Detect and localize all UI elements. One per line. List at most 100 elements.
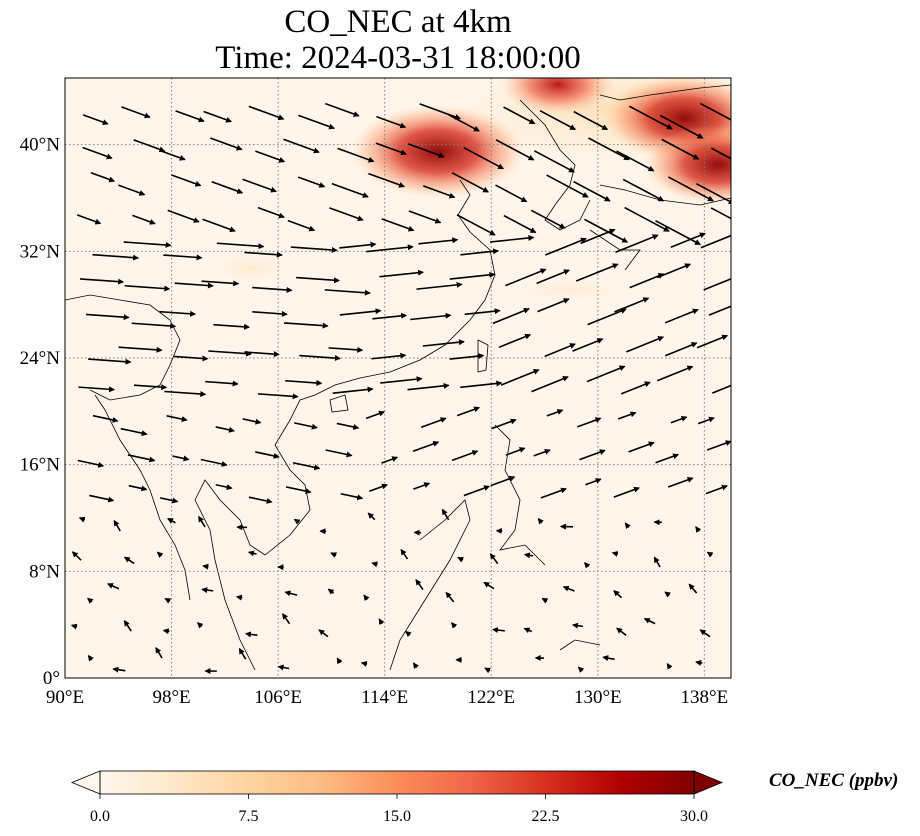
map-subtitle-time: Time: 2024-03-31 18:00:00 (215, 40, 581, 76)
wind-arrow (503, 214, 537, 234)
wind-arrow (121, 106, 151, 119)
wind-arrow (123, 620, 132, 632)
wind-arrow (297, 176, 326, 188)
wind-arrow (285, 486, 312, 495)
wind-arrow (464, 308, 501, 316)
colorbar-gradient (100, 771, 694, 794)
wind-arrow (613, 590, 622, 599)
wind-arrow (706, 440, 731, 451)
wind-arrow (620, 381, 651, 395)
wind-arrow (213, 323, 251, 330)
wind-arrow (670, 415, 688, 424)
wind-arrow (205, 380, 239, 387)
wind-arrow (202, 218, 236, 233)
wind-arrow (460, 248, 499, 256)
wind-arrow (360, 661, 368, 667)
lon-tick-label: 130°E (574, 687, 622, 708)
wind-arrow (282, 613, 291, 625)
wind-arrow (708, 305, 731, 316)
colorbar-tick-label: 22.5 (532, 808, 560, 825)
wind-arrow (159, 310, 197, 317)
wind-arrow (412, 662, 419, 669)
wind-arrow (90, 171, 116, 183)
wind-arrow (586, 365, 626, 383)
wind-arrow (626, 336, 665, 353)
wind-arrow (118, 184, 146, 196)
wind-arrow (106, 583, 120, 590)
wind-arrow (238, 647, 247, 660)
wind-arrow (445, 591, 455, 603)
wind-arrow (368, 172, 406, 188)
wind-arrow (544, 343, 576, 358)
wind-arrow (643, 617, 656, 625)
wind-arrow (463, 485, 491, 497)
wind-arrow (248, 105, 285, 121)
wind-arrow (655, 453, 680, 464)
wind-arrow (533, 448, 551, 457)
wind-arrow (584, 218, 629, 243)
wind-arrow (292, 461, 321, 471)
wind-arrow (587, 308, 627, 326)
wind-arrow (670, 232, 706, 248)
wind-arrow (463, 146, 505, 170)
wind-arrow (92, 414, 119, 423)
wind-arrow (613, 486, 640, 498)
wind-arrow (483, 581, 495, 590)
wind-arrow (339, 308, 382, 316)
wind-arrow (371, 352, 407, 360)
wind-arrow (579, 449, 606, 461)
lat-tick-label: 32°N (20, 241, 61, 262)
wind-arrow (330, 552, 338, 558)
wind-arrow (413, 482, 431, 490)
colorbar-label: CO_NEC (ppbv) (769, 770, 899, 791)
wind-arrow (491, 418, 517, 430)
wind-arrow (628, 441, 655, 453)
wind-arrow (200, 458, 228, 467)
wind-arrow (539, 109, 577, 131)
wind-arrow (412, 441, 440, 453)
lat-tick-label: 40°N (20, 135, 61, 156)
wind-arrow (710, 207, 731, 220)
wind-arrow (695, 183, 731, 205)
wind-arrow (400, 548, 409, 560)
lon-tick-labels: 90°E 98°E 106°E 114°E 122°E 130°E 138°E (46, 687, 728, 708)
wind-arrow (166, 415, 188, 422)
wind-arrow (448, 114, 480, 132)
wind-arrow (523, 627, 533, 634)
wind-arrow (484, 667, 491, 674)
wind-arrow (503, 106, 536, 125)
wind-arrow (699, 629, 711, 638)
wind-arrow (562, 585, 575, 592)
wind-arrow (418, 237, 459, 245)
wind-arrow (247, 550, 257, 557)
wind-arrow (198, 515, 206, 528)
wind-arrow (242, 418, 262, 425)
wind-arrow (540, 487, 567, 499)
wind-arrow (489, 234, 535, 243)
wind-arrow (87, 597, 94, 604)
wind-arrow (252, 286, 293, 293)
wind-arrow (495, 184, 528, 203)
wind-arrow (611, 551, 619, 557)
wind-arrow (287, 219, 316, 232)
wind-arrow (339, 241, 377, 249)
wind-arrow (657, 263, 692, 279)
wind-arrow (505, 268, 547, 287)
wind-arrow (112, 666, 126, 673)
wind-arrow (546, 409, 564, 417)
wind-arrow (215, 483, 233, 491)
wind-arrow (700, 102, 731, 121)
wind-arrow (537, 298, 570, 313)
wind-arrow (372, 312, 408, 320)
wind-arrow (128, 484, 148, 492)
wind-arrow (171, 174, 202, 187)
wind-arrow (318, 629, 329, 638)
wind-arrow (298, 114, 335, 130)
wind-arrow (629, 105, 673, 130)
wind-arrow (255, 150, 286, 163)
wind-arrow (79, 278, 125, 285)
wind-arrow (124, 284, 171, 292)
wind-arrow (573, 180, 611, 202)
wind-arrow (167, 517, 176, 524)
